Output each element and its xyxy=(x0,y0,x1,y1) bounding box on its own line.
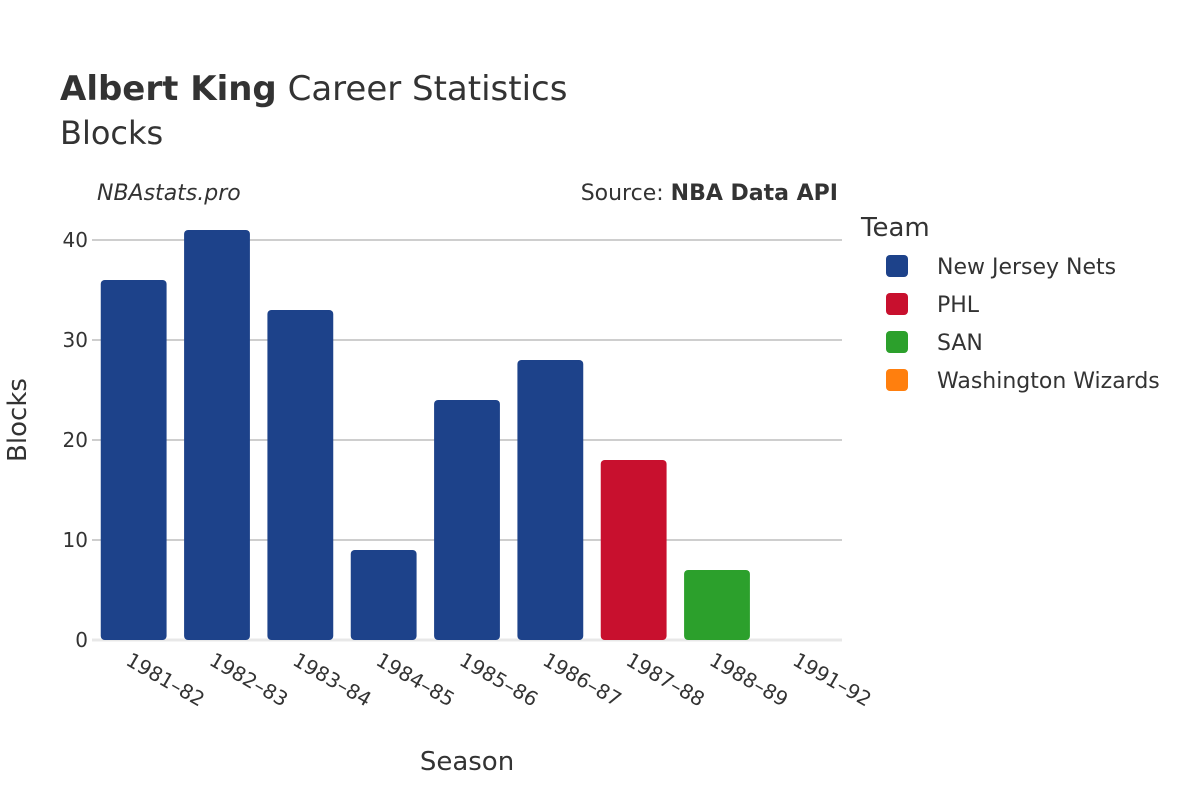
x-tick-label: 1985–86 xyxy=(456,648,543,712)
legend-item[interactable]: New Jersey Nets xyxy=(886,255,1116,280)
bar xyxy=(184,230,250,640)
legend-item[interactable]: SAN xyxy=(886,331,983,356)
legend-swatch xyxy=(886,293,908,315)
watermark: NBAstats.pro xyxy=(97,181,241,206)
bar xyxy=(517,360,584,640)
bar xyxy=(350,550,417,640)
x-axis-title: Season xyxy=(420,747,514,777)
x-tick-label: 1986–87 xyxy=(539,648,626,712)
chart-title: Albert King Career Statistics xyxy=(60,69,567,109)
y-axis-title: Blocks xyxy=(3,378,33,462)
y-tick-label: 10 xyxy=(63,528,88,552)
x-tick-label: 1981–82 xyxy=(122,648,209,712)
legend-item[interactable]: PHL xyxy=(886,293,980,318)
x-tick-label: 1984–85 xyxy=(372,648,459,712)
legend-swatch xyxy=(886,255,908,277)
x-tick-label: 1988–89 xyxy=(706,648,793,712)
legend-label: Washington Wizards xyxy=(937,369,1160,394)
y-tick-label: 20 xyxy=(63,428,88,452)
x-tick-label: 1983–84 xyxy=(289,648,376,712)
chart-subtitle: Blocks xyxy=(60,114,163,152)
chart-title-rest: Career Statistics xyxy=(277,69,568,109)
legend-swatch xyxy=(886,369,908,391)
y-tick-label: 0 xyxy=(75,628,88,652)
y-axis-ticks: 0 10 20 30 40 xyxy=(63,228,88,652)
legend-title: Team xyxy=(860,213,930,243)
source-name: NBA Data API xyxy=(671,181,838,206)
chart-title-player: Albert King xyxy=(60,69,277,109)
x-tick-label: 1991–92 xyxy=(789,648,876,712)
bars xyxy=(100,230,750,640)
x-tick-label: 1982–83 xyxy=(206,648,293,712)
x-tick-label: 1987–88 xyxy=(622,648,709,712)
bar xyxy=(434,400,500,640)
legend-swatch xyxy=(886,331,908,353)
y-tick-label: 40 xyxy=(63,228,88,252)
legend-label: PHL xyxy=(937,293,980,318)
source-prefix: Source: xyxy=(581,181,671,206)
bar xyxy=(600,460,667,640)
bar xyxy=(100,280,167,640)
legend-label: New Jersey Nets xyxy=(937,255,1116,280)
bar xyxy=(267,310,334,640)
legend-item[interactable]: Washington Wizards xyxy=(886,369,1160,394)
legend: New Jersey Nets PHL SAN Washington Wizards xyxy=(886,255,1160,394)
legend-label: SAN xyxy=(937,331,983,356)
source-label: Source: NBA Data API xyxy=(581,181,838,206)
y-tick-label: 30 xyxy=(63,328,88,352)
bar xyxy=(684,570,750,640)
x-axis-ticks: 1981–821982–831983–841984–851985–861986–… xyxy=(122,648,875,712)
